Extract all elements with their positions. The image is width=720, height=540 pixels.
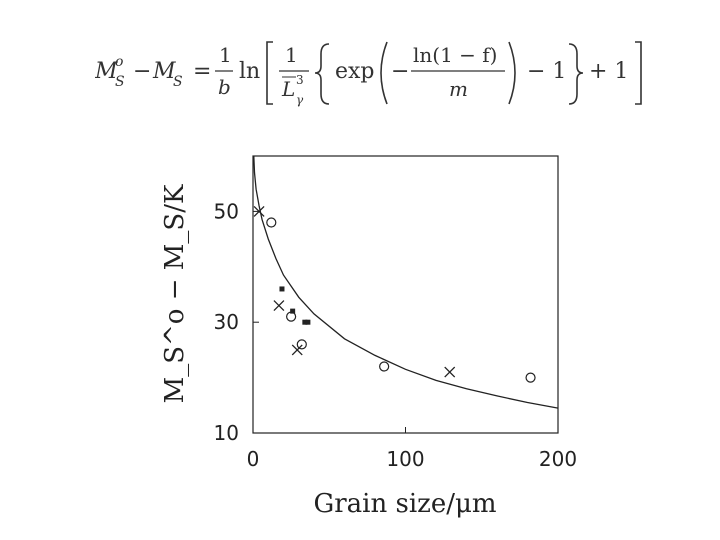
- x-tick-label: 200: [539, 447, 577, 471]
- eq-frac3-num: ln(1 − f): [413, 43, 497, 67]
- x-axis: 0 100 200: [247, 427, 577, 471]
- eq-equals: =: [193, 59, 211, 84]
- x-axis-title: Grain size/μm: [313, 489, 496, 519]
- eq-lhs-sub: S: [115, 74, 125, 90]
- circle-point: [266, 217, 277, 228]
- cross-point: [444, 366, 456, 378]
- eq-right-paren: [508, 41, 516, 105]
- eq-lhs-M: M: [95, 59, 118, 84]
- x-tick-label: 0: [247, 447, 260, 471]
- eq-minus: −: [133, 59, 151, 84]
- x-tick-label: 100: [386, 447, 424, 471]
- eq-rhs-sub: S: [173, 74, 183, 90]
- eq-minus-one: − 1: [527, 59, 566, 84]
- circle-point: [525, 372, 536, 383]
- square-point: [305, 319, 311, 325]
- eq-left-brace: [314, 43, 330, 105]
- y-tick-label: 10: [214, 421, 239, 445]
- eq-exp: exp: [335, 59, 375, 84]
- equation: M o S − M S = 1 b ln 1 L 3 γ exp − ln(1 …: [95, 41, 642, 107]
- eq-frac3-den: m: [449, 77, 468, 101]
- eq-neg: −: [391, 59, 409, 84]
- eq-lhs-sup: o: [115, 54, 123, 70]
- eq-right-bracket: [635, 41, 642, 105]
- square-point: [290, 308, 296, 314]
- eq-frac2-den-sup: 3: [296, 73, 304, 87]
- data-markers: [253, 205, 536, 383]
- y-tick-label: 30: [214, 310, 239, 334]
- y-axis: 10 30 50: [214, 199, 259, 445]
- eq-left-paren: [380, 41, 388, 105]
- circle-point: [379, 361, 390, 372]
- fit-curve: [253, 155, 559, 409]
- eq-right-brace: [568, 43, 584, 105]
- eq-frac1-den: b: [218, 75, 231, 99]
- plot-frame: [252, 155, 559, 434]
- y-axis-title: M_S^o − M_S/K: [160, 184, 190, 403]
- eq-frac1-num: 1: [219, 43, 232, 67]
- cross-point: [291, 344, 303, 356]
- eq-frac2-den: L: [281, 77, 295, 101]
- circle-point: [296, 339, 307, 350]
- square-point: [279, 286, 285, 292]
- square-point: [302, 319, 308, 325]
- eq-plus-one: + 1: [589, 59, 628, 84]
- cross-point: [273, 300, 285, 312]
- eq-frac2-den-sub: γ: [296, 93, 304, 107]
- eq-ln: ln: [239, 59, 260, 84]
- cross-point: [253, 205, 265, 217]
- y-tick-label: 50: [214, 199, 239, 223]
- eq-rhs-M: M: [152, 59, 176, 84]
- eq-left-bracket: [266, 41, 273, 105]
- eq-frac2-num: 1: [285, 43, 298, 67]
